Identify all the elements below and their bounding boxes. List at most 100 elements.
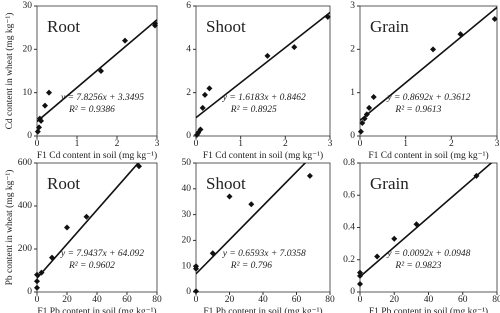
x-axis-label: F1 Pb content in soil (mg kg⁻¹) — [37, 306, 156, 313]
x-tick-label: 40 — [92, 295, 102, 305]
data-point — [199, 104, 206, 111]
x-tick-label: 2 — [283, 139, 288, 149]
data-point — [473, 172, 480, 179]
y-axis-label: Pb content in wheat (mg kg⁻¹) — [4, 170, 15, 286]
data-point — [370, 94, 377, 100]
panel-title: Grain — [370, 17, 409, 36]
data-point — [357, 269, 363, 276]
data-point — [361, 115, 368, 122]
x-tick-label: 0 — [194, 295, 199, 305]
data-point — [197, 126, 204, 133]
x-tick-label: 80 — [325, 295, 335, 305]
data-point — [359, 120, 366, 126]
y-tick-label: 20 — [23, 45, 33, 55]
data-point — [83, 213, 90, 220]
x-tick-label: 60 — [458, 295, 468, 305]
data-point — [152, 20, 158, 27]
x-tick-label: 3 — [495, 139, 500, 149]
data-point — [226, 193, 233, 200]
fit-line — [196, 163, 307, 275]
data-point — [430, 46, 437, 53]
x-tick-label: 0 — [194, 139, 199, 149]
data-point — [34, 271, 40, 278]
y-tick-label: 30 — [23, 1, 33, 11]
data-point — [413, 221, 420, 228]
plot-frame — [359, 5, 498, 137]
panel-title: Shoot — [206, 174, 246, 193]
y-tick-label: 0.8 — [343, 158, 355, 168]
panel: 0 20 40 60 80 0 0.2 0.4 0.6 0.8 Grain F1 Pb content… — [343, 158, 500, 313]
y-tick-label: 50 — [182, 158, 192, 168]
y-tick-label: 30 — [182, 210, 192, 220]
equation: y = 7.9437x + 64.092 — [60, 249, 144, 259]
fit-line — [37, 163, 140, 279]
data-point — [46, 89, 52, 96]
x-tick-label: 20 — [390, 295, 400, 305]
fit-line — [37, 19, 157, 123]
x-tick-label: 3 — [155, 139, 160, 149]
x-tick-label: 80 — [152, 295, 162, 305]
data-point — [38, 269, 45, 276]
data-point — [193, 263, 199, 270]
r-squared: R² = 0.9823 — [394, 261, 441, 271]
data-point — [136, 163, 142, 170]
x-tick-label: 0 — [35, 295, 40, 305]
x-tick-label: 20 — [225, 295, 235, 305]
r-squared: R² = 0.796 — [230, 261, 272, 271]
data-point — [491, 16, 498, 22]
y-tick-label: 0 — [186, 131, 191, 141]
data-point — [264, 52, 271, 59]
y-tick-label: 2 — [186, 88, 191, 98]
data-point — [366, 104, 373, 111]
plot-frame — [36, 5, 158, 137]
y-tick-label: 10 — [23, 88, 33, 98]
data-point — [42, 102, 48, 109]
data-point — [122, 37, 128, 44]
x-tick-label: 0 — [358, 295, 363, 305]
x-tick-label: 60 — [292, 295, 302, 305]
x-tick-label: 60 — [122, 295, 132, 305]
panel-title: Root — [47, 174, 80, 193]
data-point — [49, 254, 55, 261]
x-tick-label: 80 — [492, 295, 500, 305]
x-tick-label: 3 — [328, 139, 333, 149]
x-tick-label: 0 — [358, 139, 363, 149]
y-axis-label: Cd content in wheat (mg kg⁻¹) — [4, 13, 15, 130]
plot-frame — [195, 5, 331, 137]
data-point — [363, 111, 370, 118]
data-point — [98, 68, 104, 74]
panel-title: Grain — [370, 174, 409, 193]
y-tick-label: 1 — [350, 88, 355, 98]
equation: y = 0.0092x + 0.0948 — [386, 249, 470, 259]
data-point — [209, 250, 216, 257]
y-tick-label: 4 — [186, 45, 191, 55]
data-point — [248, 201, 255, 208]
fit-line — [360, 163, 493, 278]
y-tick-label: 0 — [27, 131, 32, 141]
x-tick-label: 2 — [449, 139, 454, 149]
data-point — [34, 278, 40, 285]
data-point — [374, 253, 381, 260]
x-axis-label: F1 Pb content in soil (mg kg⁻¹) — [369, 306, 488, 313]
data-point — [36, 124, 42, 131]
x-axis-label: F1 Pb content in soil (mg kg⁻¹) — [203, 306, 322, 313]
data-point — [457, 31, 464, 38]
data-point — [291, 44, 298, 51]
x-axis-label: F1 Cd content in soil (mg kg⁻¹) — [37, 150, 157, 161]
x-tick-label: 0 — [35, 139, 40, 149]
data-point — [324, 13, 331, 20]
data-point — [38, 117, 44, 124]
y-tick-label: 0.4 — [343, 223, 355, 233]
y-tick-label: 0 — [27, 287, 32, 297]
panel-title: Root — [47, 17, 80, 36]
panel: 0 20 40 60 80 0 200 400 600 Root F1 Pb content in … — [4, 158, 162, 313]
x-tick-label: 40 — [258, 295, 268, 305]
panel: 0 1 2 3 0 1 2 3 Grain F1 Cd content in soil (mg k… — [350, 1, 499, 161]
data-point — [357, 272, 363, 279]
y-tick-label: 0.2 — [343, 255, 355, 265]
data-point — [391, 235, 398, 242]
x-tick-label: 20 — [62, 295, 72, 305]
data-point — [64, 224, 70, 231]
